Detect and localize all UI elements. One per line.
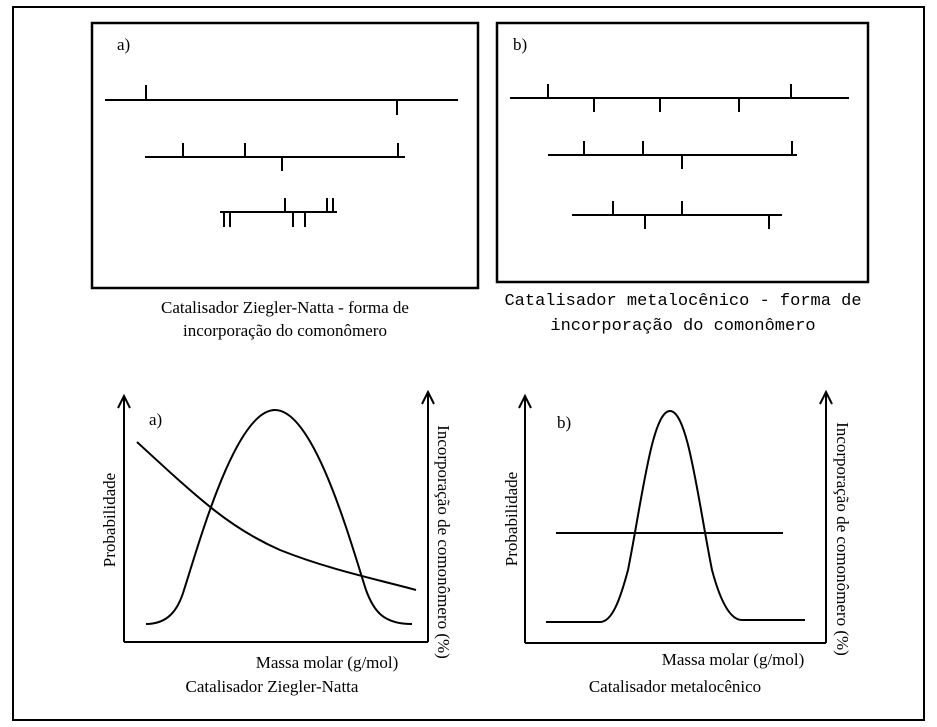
graph-a-ylabel-left: Probabilidade <box>100 473 119 567</box>
graph-b-probability-curve <box>546 409 805 623</box>
graph-a-comonomer-curve <box>136 441 417 591</box>
graph-a-xlabel: Massa molar (g/mol) <box>256 653 399 672</box>
graph-b-xlabel: Massa molar (g/mol) <box>662 650 805 669</box>
panel-b-chain-3 <box>572 201 782 229</box>
graph-a: a) Probabilidade Incorporação de comonôm… <box>100 389 453 696</box>
graph-b-ylabel-left: Probabilidade <box>502 472 521 566</box>
panel-a-caption-line2: incorporação do comonômero <box>183 321 387 340</box>
graph-b-ylabel-right: Incorporação de comonômero (%) <box>833 422 852 656</box>
panel-b-label: b) <box>513 35 527 54</box>
panel-b-box <box>495 21 870 284</box>
panel-a-caption-line1: Catalisador Ziegler-Natta - forma de <box>161 298 409 317</box>
panel-a-box <box>90 21 480 290</box>
panel-a-label: a) <box>117 35 130 54</box>
graph-b-axes <box>518 389 833 644</box>
graph-b-label: b) <box>557 413 571 432</box>
panel-b-caption-line2: incorporação do comonômero <box>550 317 815 336</box>
graph-a-label: a) <box>149 410 162 429</box>
graph-b-caption: Catalisador metalocênico <box>589 677 761 696</box>
panel-b-chain-2 <box>548 141 797 169</box>
graph-a-caption: Catalisador Ziegler-Natta <box>186 677 359 696</box>
panel-a-chain-1 <box>105 85 458 115</box>
graph-a-axes <box>117 389 435 643</box>
graph-a-ylabel-right: Incorporação de comonômero (%) <box>434 425 453 659</box>
panel-b-caption-line1: Catalisador metalocênico - forma de <box>504 292 861 311</box>
panel-a-chain-diagram: a) Catalisador Ziegler-Natta - forma de <box>90 21 480 340</box>
graph-b: b) Probabilidade Incorporação de comonôm… <box>502 389 852 696</box>
outer-frame <box>12 6 925 721</box>
panel-b-chain-diagram: b) Catalisador metalocênico - forma de i… <box>495 21 870 336</box>
panel-a-chain-2 <box>145 143 405 171</box>
panel-a-chain-3 <box>220 198 337 227</box>
graph-a-probability-curve <box>145 408 413 625</box>
panel-b-chain-1 <box>510 84 849 112</box>
